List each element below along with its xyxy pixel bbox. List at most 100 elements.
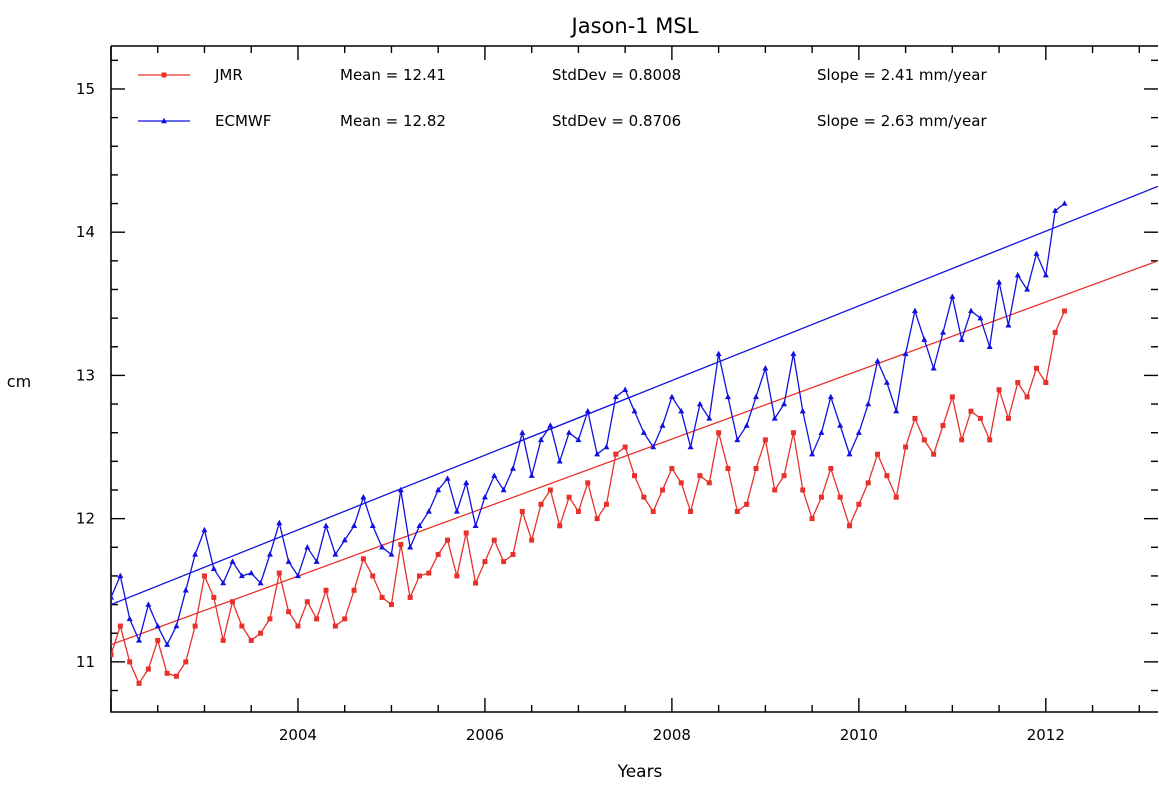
ecmwf-line: [111, 202, 1065, 647]
jmr-point: [230, 599, 236, 605]
jmr-point: [342, 616, 348, 622]
ecmwf-point: [313, 558, 320, 564]
ecmwf-point: [986, 343, 993, 349]
jmr-point: [304, 599, 310, 605]
jmr-point: [117, 623, 123, 629]
jmr-point: [538, 501, 544, 507]
x-tick-label: 2004: [279, 726, 317, 744]
jmr-point: [267, 616, 273, 622]
jmr-point: [1005, 415, 1011, 421]
jmr-point: [519, 508, 525, 514]
ecmwf-point: [921, 336, 928, 342]
jmr-point: [360, 556, 366, 562]
ecmwf-point: [818, 429, 825, 435]
jmr-point: [435, 551, 441, 557]
jmr-point: [575, 508, 581, 514]
jmr-point: [847, 523, 853, 529]
jmr-point: [164, 670, 170, 676]
jmr-point: [173, 673, 179, 679]
jmr-point: [192, 623, 198, 629]
ecmwf-point: [117, 572, 124, 579]
ecmwf-point: [266, 551, 273, 557]
jmr-point: [697, 473, 703, 479]
jmr-point: [921, 437, 927, 443]
y-tick-label: 14: [76, 223, 95, 241]
ecmwf-point: [640, 429, 647, 435]
jmr-point: [959, 437, 965, 443]
ecmwf-point: [631, 408, 638, 414]
jmr-point: [856, 501, 862, 507]
ecmwf-point: [1052, 207, 1059, 213]
ecmwf-point: [706, 415, 713, 421]
jmr-point: [463, 530, 469, 536]
ecmwf-point: [930, 365, 937, 371]
jmr-point: [716, 430, 722, 436]
jmr-legend-stddev: StdDev = 0.8008: [552, 66, 681, 84]
ecmwf-point: [463, 479, 470, 486]
jmr-point: [837, 494, 843, 500]
ecmwf-point: [453, 508, 460, 514]
ecmwf-point: [238, 572, 245, 579]
jmr-legend-marker: [161, 72, 167, 78]
jmr-point: [603, 501, 609, 507]
jmr-line: [111, 310, 1066, 685]
jmr-point: [594, 516, 600, 522]
jmr-legend-name: JMR: [214, 66, 243, 84]
axes-frame: [110, 45, 1158, 713]
ecmwf-point: [444, 475, 451, 481]
ecmwf-point: [556, 458, 563, 464]
jmr-point: [622, 444, 628, 450]
jmr-point: [248, 637, 254, 643]
jmr-point: [660, 487, 666, 493]
ecmwf-point: [949, 293, 956, 299]
jmr-point: [762, 437, 768, 443]
ecmwf-point: [575, 436, 582, 443]
ecmwf-point: [304, 544, 311, 550]
jmr-point: [828, 466, 834, 472]
ecmwf-point: [762, 365, 769, 371]
ecmwf-point: [257, 579, 264, 586]
ecmwf-point: [294, 572, 301, 579]
ecmwf-point: [182, 587, 189, 593]
ecmwf-point: [734, 436, 741, 443]
jmr-point: [379, 594, 385, 600]
ecmwf-point: [724, 393, 731, 400]
ecmwf-point: [799, 408, 806, 414]
jmr-point: [407, 594, 413, 600]
jmr-point: [706, 480, 712, 486]
ecmwf-legend-name: ECMWF: [215, 112, 271, 130]
ecmwf-point: [1033, 250, 1040, 256]
jmr-point: [996, 387, 1002, 393]
jmr-point: [211, 594, 217, 600]
ecmwf-point: [865, 400, 872, 407]
jmr-point: [734, 508, 740, 514]
ecmwf-point: [248, 569, 255, 576]
jmr-point: [678, 480, 684, 486]
x-tick-label: 2008: [653, 726, 691, 744]
ecmwf-point: [491, 472, 498, 478]
ecmwf-point: [837, 422, 844, 428]
jmr-trend-line: [111, 260, 1158, 646]
ecmwf-legend-slope: Slope = 2.63 mm/year: [817, 112, 987, 130]
ecmwf-point: [566, 429, 573, 435]
ecmwf-point: [538, 436, 545, 443]
ecmwf-point: [612, 393, 619, 400]
jmr-point: [258, 630, 264, 636]
jmr-point: [753, 466, 759, 472]
ecmwf-point: [416, 522, 423, 529]
ecmwf-point: [500, 486, 507, 493]
jmr-point: [1052, 329, 1058, 335]
jmr-point: [323, 587, 329, 593]
ecmwf-point: [1061, 200, 1068, 206]
ecmwf-point: [893, 408, 900, 414]
jmr-point: [445, 537, 451, 543]
x-tick-label: 2010: [840, 726, 878, 744]
ecmwf-point: [341, 536, 348, 543]
jmr-point: [388, 602, 394, 608]
ecmwf-point: [388, 551, 395, 557]
jmr-point: [585, 480, 591, 486]
jmr-point: [314, 616, 320, 622]
jmr-point: [1024, 394, 1030, 400]
jmr-point: [865, 480, 871, 486]
